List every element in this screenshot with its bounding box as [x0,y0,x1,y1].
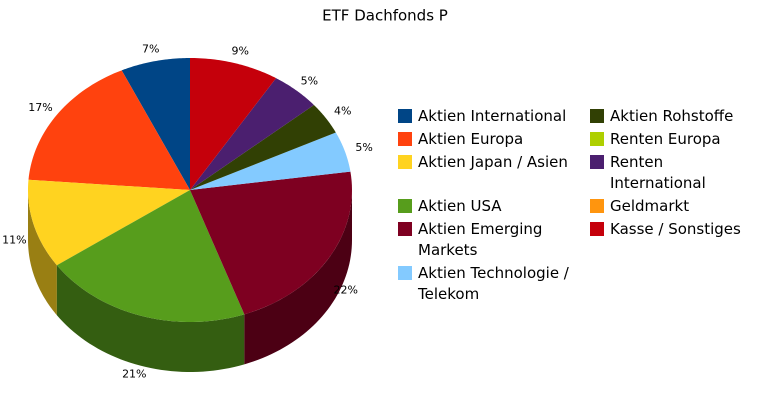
data-label: 21% [122,368,146,381]
slice [121,58,190,190]
legend-label: Aktien Japan / Asien [418,153,568,171]
slice [28,179,190,266]
data-label: 17% [28,101,52,114]
slice [28,70,190,190]
legend-swatch [398,222,412,236]
legend-label: Renten Europa [610,130,721,148]
slice-side [28,190,57,316]
legend-swatch [590,222,604,236]
slice [190,58,277,190]
legend-swatch [398,199,412,213]
legend-label: Aktien International [418,107,566,125]
legend-swatch [398,266,412,280]
pie-tops [28,58,352,322]
legend-swatch [590,109,604,123]
slice [190,78,314,190]
legend-swatch [398,109,412,123]
slice-side [56,265,245,372]
legend-label: Aktien USA [418,197,502,215]
legend-label: Aktien Europa [418,130,523,148]
data-label: 7% [142,42,159,55]
legend-label: Renten International [610,153,706,192]
slice [190,104,336,190]
data-label: 11% [2,234,26,247]
legend-label: Aktien Emerging Markets [418,220,542,259]
slice [190,132,351,190]
legend-swatch [398,155,412,169]
legend-label: Aktien Technologie / Telekom [417,264,570,303]
data-label: 9% [232,45,249,58]
legend-swatch [398,132,412,146]
legend-label: Aktien Rohstoffe [610,107,733,125]
legend-label: Geldmarkt [610,197,689,215]
data-label: 4% [334,105,351,118]
slice [190,171,352,315]
data-label: 5% [355,141,372,154]
slice-side [244,190,352,365]
data-label: 5% [301,74,318,87]
chart-title: ETF Dachfonds P [322,7,448,25]
legend-swatch [590,132,604,146]
legend-swatch [590,199,604,213]
legend-label: Kasse / Sonstiges [610,220,741,238]
legend-swatch [590,155,604,169]
pie-sides [28,190,352,372]
data-label: 22% [333,283,357,296]
slice [56,190,245,322]
